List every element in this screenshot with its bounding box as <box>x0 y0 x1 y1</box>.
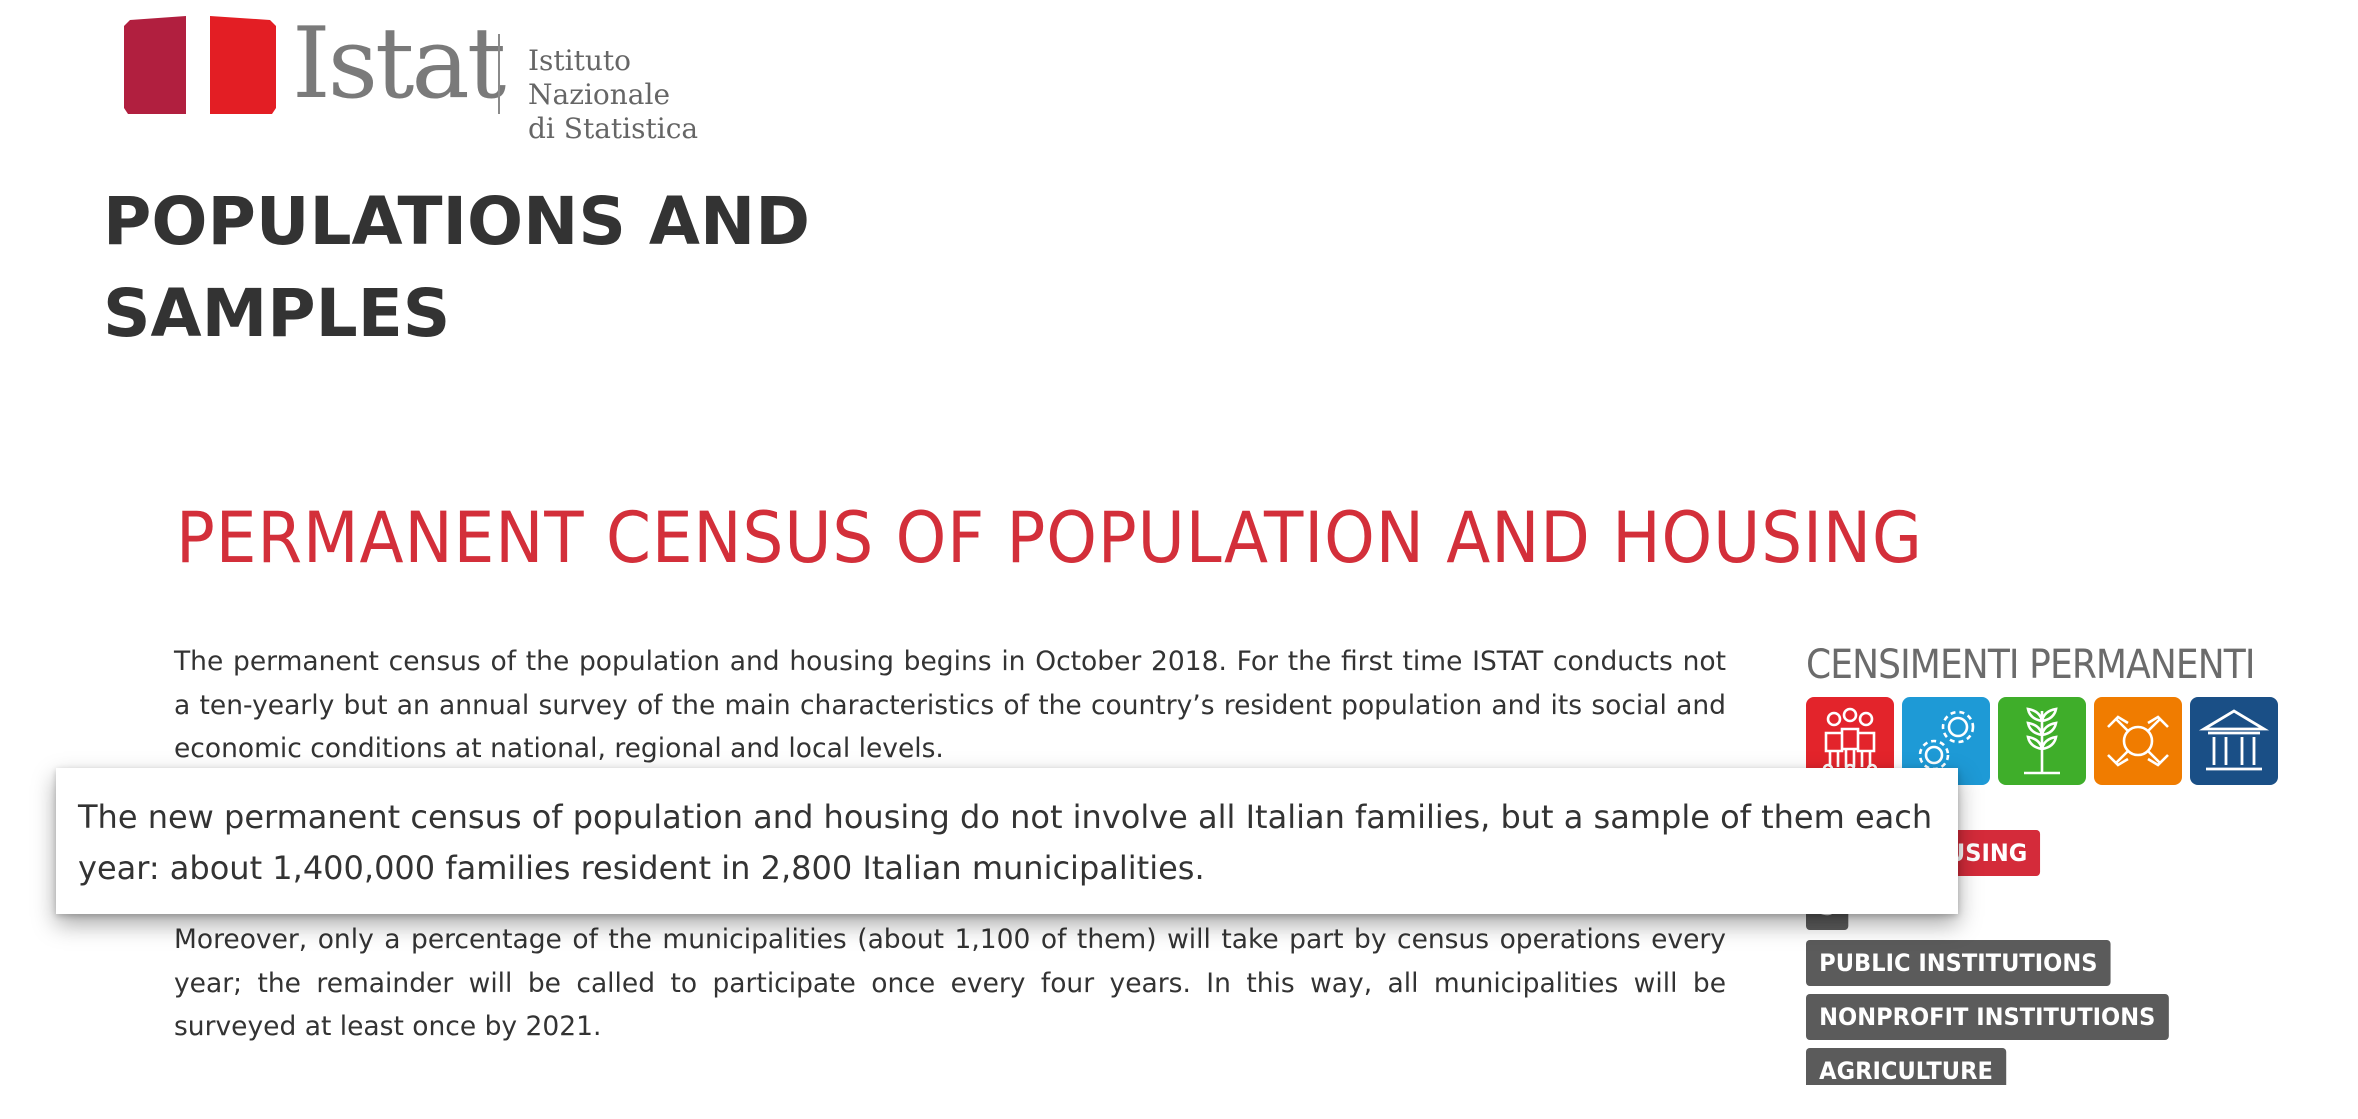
census-paragraph-1: The permanent census of the population a… <box>174 646 1726 764</box>
istat-logo-mark-icon <box>124 16 276 114</box>
slide-canvas: Istat Istituto Nazionale di Statistica P… <box>56 8 2278 1085</box>
logo-wordmark: Istat <box>292 7 506 121</box>
hands-icon[interactable] <box>2094 697 2182 785</box>
tag-nonprofit-institutions[interactable]: NONPROFIT INSTITUTIONS <box>1806 994 2169 1040</box>
tag-public-institutions[interactable]: PUBLIC INSTITUTIONS <box>1806 940 2111 986</box>
census-heading: PERMANENT CENSUS OF POPULATION AND HOUSI… <box>176 497 1923 579</box>
slide-title: POPULATIONS AND SAMPLES <box>103 176 863 360</box>
slide-title-line2: SAMPLES <box>103 275 451 352</box>
census-paragraph-2: Moreover, only a percentage of the munic… <box>174 924 1726 1042</box>
istat-logo: Istat Istituto Nazionale di Statistica <box>124 8 724 145</box>
logo-subtitle-line1: Istituto Nazionale <box>528 44 671 111</box>
callout-text: The new permanent census of population a… <box>78 798 1933 887</box>
logo-subtitle-line2: di Statistica <box>528 112 699 145</box>
logo-divider <box>498 34 500 114</box>
callout-box: The new permanent census of population a… <box>56 768 1958 914</box>
tag-agriculture[interactable]: AGRICULTURE <box>1806 1048 2007 1085</box>
slide-title-line1: POPULATIONS AND <box>103 183 810 260</box>
wheat-icon[interactable] <box>1998 697 2086 785</box>
institution-icon[interactable] <box>2190 697 2278 785</box>
logo-subtitle: Istituto Nazionale di Statistica <box>528 44 724 146</box>
censimenti-label: CENSIMENTI PERMANENTI <box>1806 642 2255 688</box>
